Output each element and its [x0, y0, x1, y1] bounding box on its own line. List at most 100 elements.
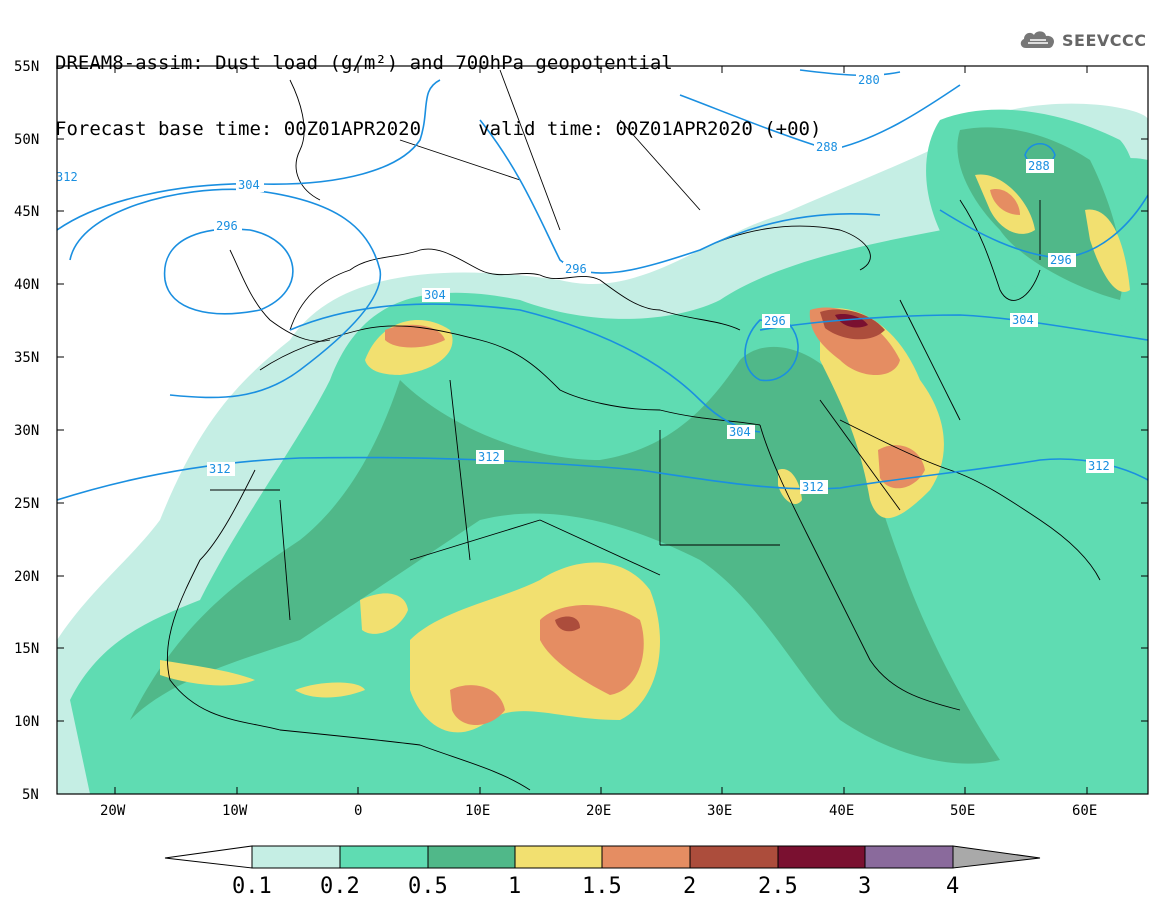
dust-level-1.5-niger	[450, 685, 505, 725]
contour-label: 304	[1012, 313, 1034, 327]
colorbar-segment	[777, 845, 866, 869]
border-mideast-2	[899, 299, 961, 421]
longitude-axis: 20W 10W 0 10E 20E 30E 40E 50E 60E	[100, 66, 1097, 819]
border-africa-3	[539, 519, 661, 576]
colorbar-label: 3	[858, 874, 871, 899]
coast-north-africa	[259, 325, 761, 426]
contour-label: 312	[1088, 459, 1110, 473]
border-europe-1	[399, 139, 521, 181]
dust-level-2-chad	[555, 616, 580, 632]
coast-arabia	[839, 419, 1101, 581]
lat-label: 40N	[14, 277, 39, 293]
contour-label: 296	[565, 262, 587, 276]
contour-label: 288	[1028, 159, 1050, 173]
colorbar-label: 2	[683, 874, 696, 899]
colorbar-segment	[864, 845, 954, 869]
colorbar-label: 2.5	[758, 874, 798, 899]
lon-label: 0	[354, 803, 362, 819]
lon-label: 50E	[950, 803, 975, 819]
border-africa-7	[409, 519, 541, 561]
colorbar-label: 1	[508, 874, 521, 899]
lat-label: 30N	[14, 423, 39, 439]
contour-296-cyprus	[744, 319, 799, 382]
contour-label: 296	[1050, 253, 1072, 267]
dust-level-0.5	[130, 346, 1000, 764]
contour-312	[57, 456, 1148, 501]
lat-label: 10N	[14, 714, 39, 730]
lon-label: 10W	[222, 803, 248, 819]
lon-label: 60E	[1072, 803, 1097, 819]
contour-304-b	[69, 188, 382, 399]
contour-304-mid	[289, 303, 761, 433]
dust-level-2.5	[835, 314, 868, 328]
colorbar: 0.1 0.2 0.5 1 1.5 2 2.5 3 4	[164, 845, 1041, 899]
contour-label: 312	[478, 450, 500, 464]
coastlines	[166, 69, 1101, 791]
border-mideast-1	[819, 399, 901, 511]
coast-europe	[289, 248, 741, 331]
map-title: DREAM8-assim: Dust load (g/m²) and 700hP…	[55, 8, 821, 162]
dust-level-1-redsea	[778, 469, 802, 505]
contour-label: 296	[216, 219, 238, 233]
colorbar-label: 1.5	[582, 874, 622, 899]
dust-level-1-mali	[360, 593, 408, 634]
contour-304	[57, 79, 441, 231]
contour-label: 312	[56, 170, 78, 184]
contour-label: 312	[209, 462, 231, 476]
lat-label: 50N	[14, 132, 39, 148]
coast-red-sea	[759, 424, 961, 711]
colorbar-segment	[689, 845, 779, 869]
contour-label: 312	[802, 480, 824, 494]
contour-label: 296	[764, 314, 786, 328]
lat-label: 5N	[22, 787, 39, 803]
colorbar-label: 4	[946, 874, 959, 899]
contour-280	[799, 69, 901, 77]
dust-level-1-guinea	[295, 682, 365, 698]
contour-304-east	[759, 314, 1148, 341]
colorbar-segment	[514, 845, 603, 869]
colorbar-segment	[427, 845, 516, 869]
dust-level-1-kaz	[1085, 209, 1130, 292]
title-line-1: DREAM8-assim: Dust load (g/m²) and 700hP…	[55, 52, 673, 74]
dust-level-1.5-algeria	[385, 324, 445, 348]
title-line-2: Forecast base time: 00Z01APR2020 valid t…	[55, 118, 822, 140]
border-africa-2	[449, 379, 471, 561]
colorbar-segment	[251, 845, 341, 869]
lon-label: 20E	[586, 803, 611, 819]
colorbar-segment	[339, 845, 429, 869]
contour-label: 288	[816, 140, 838, 154]
colorbar-low-arrow	[164, 845, 253, 869]
border-europe-2	[499, 69, 561, 231]
lon-label: 10E	[465, 803, 490, 819]
contour-296-loop	[163, 228, 294, 315]
lat-label: 55N	[14, 59, 39, 75]
lat-label: 15N	[14, 641, 39, 657]
latitude-axis: 55N 50N 45N 40N 35N 30N 25N 20N 15N 10N …	[14, 59, 1148, 803]
coast-iberia	[229, 249, 331, 342]
seevccc-logo: SEEVCCC	[1018, 28, 1147, 52]
geopotential-contours	[57, 69, 1148, 501]
colorbar-label: 0.1	[232, 874, 272, 899]
lon-label: 30E	[707, 803, 732, 819]
border-europe-3	[619, 119, 701, 211]
coast-blacksea	[699, 225, 871, 271]
lat-label: 45N	[14, 204, 39, 220]
colorbar-segment	[601, 845, 691, 869]
contour-label: 304	[424, 288, 446, 302]
contour-label: 304	[729, 425, 751, 439]
coast-caspian	[959, 199, 1041, 301]
contour-label: 304	[238, 178, 260, 192]
coast-west-africa	[166, 469, 531, 791]
logo-text: SEEVCCC	[1062, 30, 1147, 50]
colorbar-label: 0.5	[408, 874, 448, 899]
lat-label: 20N	[14, 569, 39, 585]
contour-296-c	[479, 119, 881, 274]
lat-label: 25N	[14, 496, 39, 512]
coast-britain	[289, 79, 321, 201]
colorbar-high-arrow	[952, 845, 1041, 869]
border-africa-1	[279, 499, 291, 621]
dust-level-1.5-caspian	[990, 189, 1020, 215]
dust-level-1-senegal	[160, 660, 255, 686]
lat-label: 35N	[14, 350, 39, 366]
